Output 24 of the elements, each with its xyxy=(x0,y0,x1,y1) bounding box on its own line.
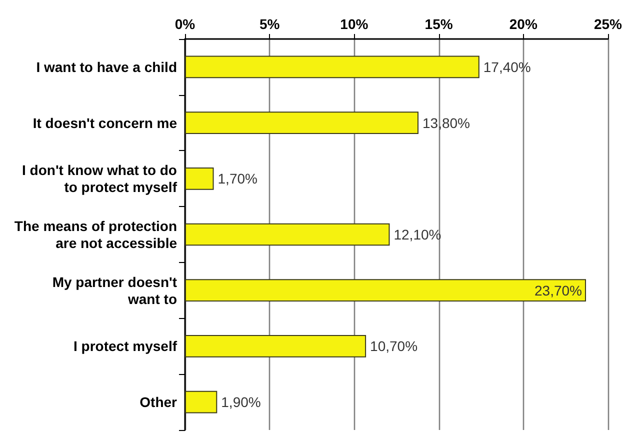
x-tick-label: 15% xyxy=(424,16,454,32)
y-tick-label: The means of protection are not accessible xyxy=(14,218,178,251)
x-tick-label: 25% xyxy=(594,16,623,32)
bar xyxy=(185,56,480,78)
y-tick-label: My partner doesn't want to xyxy=(52,274,178,307)
bar xyxy=(185,112,418,134)
y-tick-label: Other xyxy=(140,394,178,410)
bar xyxy=(185,279,586,302)
data-label: 10,70% xyxy=(370,338,418,354)
bar xyxy=(185,390,218,414)
x-tick-label: 20% xyxy=(509,16,538,32)
x-tick-label: 0% xyxy=(174,16,196,32)
bar xyxy=(185,223,390,246)
y-tick-label: I want to have a child xyxy=(36,58,177,75)
x-tick-label: 5% xyxy=(259,16,280,32)
bar xyxy=(185,167,214,190)
data-label: 23,70% xyxy=(534,282,582,298)
y-tick-label: It doesn't concern me xyxy=(32,114,178,131)
data-label: 1,90% xyxy=(221,394,261,410)
data-label: 1,70% xyxy=(218,170,258,187)
y-tick-label: I protect myself xyxy=(74,338,178,354)
x-tick-label: 10% xyxy=(340,16,369,32)
bar xyxy=(185,335,366,358)
y-tick-label: I don't know what to do to protect myself xyxy=(22,162,178,196)
